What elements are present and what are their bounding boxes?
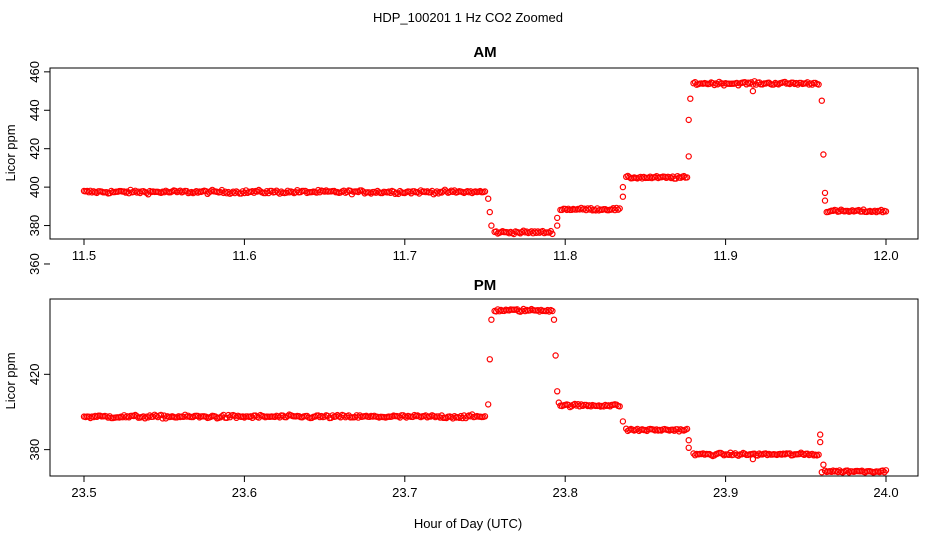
- am-panel-title: AM: [473, 44, 496, 61]
- am-y-tick-label: 360: [27, 253, 42, 275]
- am-data-point: [554, 222, 561, 229]
- pm-data-point: [546, 308, 553, 315]
- am-data-point: [821, 197, 829, 204]
- pm-y-axis: 380 420: [27, 363, 50, 460]
- am-data-point: [250, 189, 258, 196]
- am-data-point: [680, 172, 688, 180]
- am-y-tick-label: 420: [27, 138, 42, 160]
- am-data-point: [619, 183, 627, 191]
- pm-data-point: [555, 399, 563, 406]
- am-x-tick-label: 11.6: [232, 248, 256, 263]
- am-data-point: [481, 188, 489, 195]
- pm-data-point: [815, 451, 822, 458]
- pm-data-point: [550, 316, 558, 323]
- pm-data-point: [683, 425, 691, 433]
- am-data-point: [711, 81, 718, 89]
- am-data-point: [716, 78, 723, 86]
- pm-data-point: [554, 388, 561, 395]
- am-data-point: [485, 195, 492, 202]
- x-axis-label: Hour of Day (UTC): [414, 516, 522, 531]
- am-data-point: [820, 151, 827, 158]
- pm-data-point: [817, 431, 824, 438]
- pm-y-axis-label: Licor ppm: [3, 352, 18, 409]
- am-y-axis-label: Licor ppm: [3, 124, 18, 181]
- am-x-tick-label: 12.0: [873, 248, 898, 263]
- am-plot-frame: [49, 67, 919, 240]
- pm-data-point: [486, 356, 493, 363]
- pm-points: [80, 305, 890, 476]
- am-x-tick-label: 11.5: [72, 248, 96, 263]
- am-x-tick-label: 11.8: [553, 248, 577, 263]
- am-data-point: [343, 188, 351, 195]
- am-data-point: [619, 193, 627, 200]
- am-y-axis: 360 380 400 420 440 460: [27, 61, 50, 275]
- am-data-point: [486, 208, 493, 216]
- pm-data-point: [141, 415, 149, 422]
- pm-data-point: [735, 452, 742, 459]
- pm-x-tick-label: 24.0: [873, 485, 898, 500]
- am-y-tick-label: 460: [27, 61, 42, 83]
- pm-data-point: [818, 469, 826, 476]
- pm-y-tick-label: 420: [27, 363, 42, 385]
- am-data-point: [882, 208, 890, 215]
- am-x-tick-label: 11.7: [393, 248, 417, 263]
- pm-panel: PM Licor ppm 380 420 23.5 23.6 23.7 23.8 23.9…: [3, 277, 919, 500]
- am-data-point: [685, 116, 692, 124]
- am-data-point: [616, 205, 623, 212]
- pm-panel-title: PM: [474, 277, 497, 294]
- am-y-tick-label: 400: [27, 176, 42, 198]
- pm-y-tick-label: 380: [27, 439, 42, 461]
- am-data-point: [815, 81, 822, 88]
- am-data-point: [685, 153, 692, 160]
- pm-data-point: [749, 455, 757, 463]
- am-data-point: [687, 95, 694, 102]
- am-data-point: [488, 222, 495, 229]
- am-data-point: [749, 87, 757, 95]
- pm-data-point: [481, 413, 489, 420]
- pm-data-point: [820, 461, 827, 468]
- figure-title: HDP_100201 1 Hz CO2 Zoomed: [373, 10, 563, 25]
- am-data-point: [554, 214, 561, 222]
- am-data-point: [821, 189, 829, 197]
- pm-data-point: [485, 401, 492, 408]
- pm-data-point: [552, 352, 559, 359]
- pm-x-tick-label: 23.5: [71, 485, 96, 500]
- am-x-axis: 11.5 11.6 11.7 11.8 11.9 12.0: [72, 239, 899, 263]
- am-points: [80, 78, 890, 238]
- pm-x-tick-label: 23.7: [392, 485, 417, 500]
- am-y-tick-label: 440: [27, 99, 42, 121]
- pm-x-axis: 23.5 23.6 23.7 23.8 23.9 24.0: [71, 476, 899, 500]
- pm-data-point: [817, 438, 824, 446]
- pm-data-point: [685, 437, 692, 444]
- am-y-tick-label: 380: [27, 215, 42, 237]
- pm-data-point: [879, 467, 887, 474]
- pm-data-point: [616, 403, 623, 410]
- pm-data-point: [157, 411, 165, 419]
- pm-data-point: [882, 467, 890, 474]
- am-data-point: [613, 204, 620, 212]
- am-panel: AM Licor ppm 360 380 400 420 440 460 11.5 11.6…: [3, 44, 919, 275]
- pm-plot-frame: [49, 298, 919, 477]
- pm-x-tick-label: 23.8: [553, 485, 578, 500]
- pm-data-point: [685, 444, 692, 451]
- am-data-point: [546, 229, 553, 236]
- am-data-point: [818, 97, 826, 104]
- am-data-point: [549, 230, 556, 238]
- pm-x-tick-label: 23.6: [232, 485, 257, 500]
- pm-x-tick-label: 23.9: [713, 485, 738, 500]
- pm-data-point: [619, 418, 627, 425]
- am-x-tick-label: 11.9: [713, 248, 737, 263]
- pm-data-point: [549, 307, 556, 315]
- pm-data-point: [488, 316, 495, 323]
- am-data-point: [683, 174, 691, 181]
